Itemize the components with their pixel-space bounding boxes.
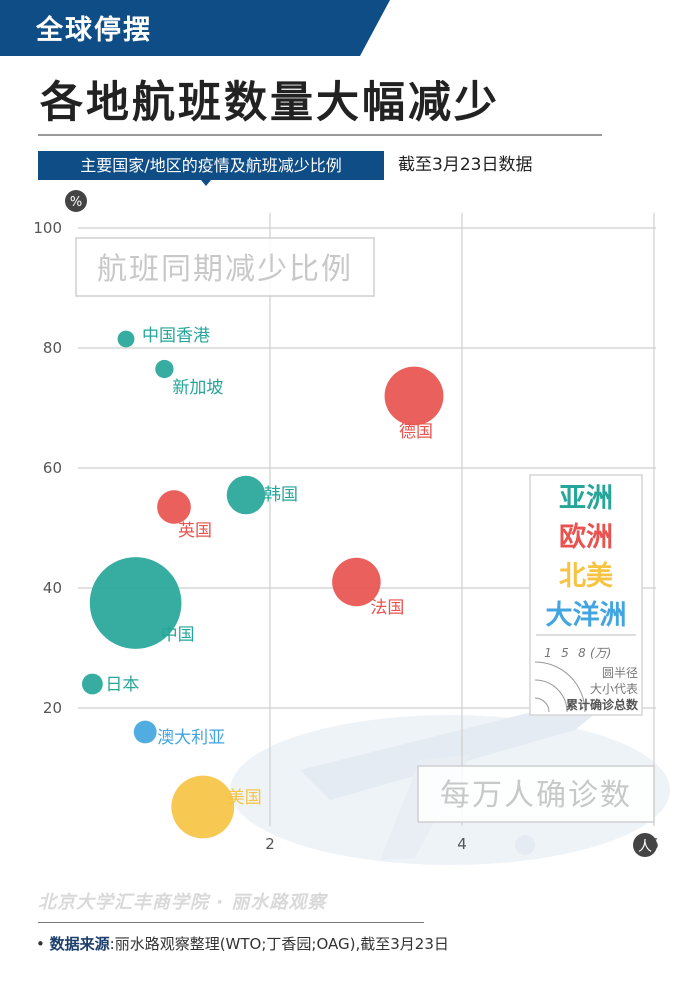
page-title: 各地航班数量大幅减少 (40, 78, 500, 128)
x-tick-label: 4 (457, 835, 467, 853)
data-point (155, 359, 174, 379)
y-tick-label: 100 (33, 219, 62, 237)
data-point (226, 475, 266, 515)
x-unit-label: 人 (638, 839, 652, 855)
data-point (332, 557, 381, 607)
x-unit-badge (633, 833, 657, 857)
legend-box (529, 474, 643, 716)
y-tick-label: 20 (43, 699, 62, 717)
legend-size-value: 8 (578, 646, 586, 660)
data-label: 英国 (178, 521, 212, 541)
data-label: 法国 (370, 598, 404, 618)
y-unit-label: % (70, 195, 82, 210)
header-badge: 全球停摆 (0, 0, 390, 56)
data-label: 中国 (161, 625, 195, 645)
subtitle-label: 主要国家/地区的疫情及航班减少比例 (38, 151, 384, 180)
legend-item: 北美 (559, 560, 613, 592)
badge-text: 全球停摆 (36, 15, 152, 46)
legend-size-note: 大小代表 (590, 682, 638, 696)
subtitle-pointer (201, 180, 211, 186)
legend-size-note: 累计确诊总数 (566, 697, 639, 712)
data-point (117, 330, 135, 348)
data-point (171, 775, 235, 839)
legend-item: 亚洲 (559, 483, 613, 514)
source-label: 数据来源 (49, 935, 110, 953)
legend-size-value: 1 (544, 646, 552, 660)
legend-item: 欧洲 (559, 522, 613, 553)
legend-item: 大洋洲 (546, 599, 627, 631)
footer-school: 北京大学汇丰商学院 · 丽水路观察 (38, 892, 327, 913)
source-text: :丽水路观察整理(WTO;丁香园;OAG),截至3月23日 (109, 935, 449, 953)
data-point (133, 720, 157, 744)
y-unit-badge (65, 190, 87, 212)
data-label: 德国 (399, 422, 433, 442)
legend-size-arc (534, 661, 586, 713)
data-label: 中国香港 (142, 326, 210, 346)
data-label: 新加坡 (172, 378, 223, 398)
data-label: 澳大利亚 (157, 728, 225, 748)
chart-title-box (75, 237, 375, 297)
footer-divider (38, 922, 424, 923)
data-label: 韩国 (264, 485, 298, 505)
x-axis-title: 每万人确诊数 (440, 778, 632, 813)
legend-size-arc (534, 697, 550, 713)
legend-size-unit: (万) (590, 646, 611, 660)
data-point (89, 557, 182, 649)
title-divider (38, 134, 602, 136)
x-tick-label: 2 (265, 835, 275, 853)
data-point (384, 366, 444, 426)
subtitle-date: 截至3月23日数据 (398, 155, 533, 175)
data-labels: 中国香港新加坡韩国中国日本英国德国西班牙意大利法国澳大利亚美国 (105, 326, 433, 808)
x-title-box (417, 765, 655, 823)
chart-title: 航班同期减少比例 (97, 252, 353, 287)
legend-size-value: 5 (561, 646, 569, 660)
data-label: 日本 (105, 675, 139, 695)
footer-source: • 数据来源:丽水路观察整理(WTO;丁香园;OAG),截至3月23日 (36, 935, 449, 953)
y-tick-label: 60 (43, 459, 62, 477)
y-tick-label: 40 (43, 579, 62, 597)
data-point (157, 490, 191, 524)
badge-shape (0, 0, 390, 56)
legend-size-note: 圆半径 (602, 666, 638, 680)
legend-size-arc (534, 679, 568, 713)
y-tick-label: 80 (43, 339, 62, 357)
data-label: 美国 (228, 788, 262, 808)
data-point (81, 673, 103, 695)
data-points (81, 330, 444, 839)
